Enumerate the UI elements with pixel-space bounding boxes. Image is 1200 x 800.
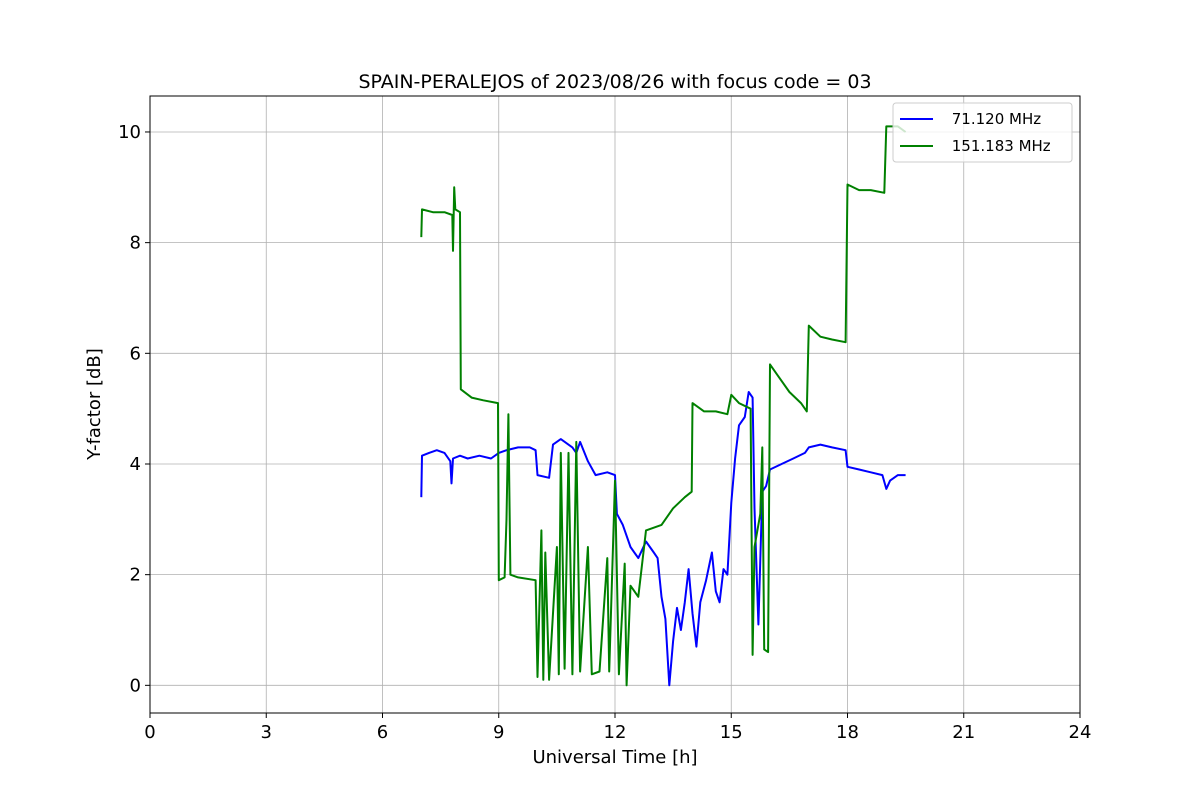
grid-lines [149,96,1081,713]
legend-label-71mhz: 71.120 MHz [947,110,1041,128]
y-tick-label: 2 [130,565,141,586]
legend: 71.120 MHz 151.183 MHz [892,102,1073,163]
y-tick-label: 6 [130,343,141,364]
x-tick-label: 0 [144,722,155,743]
x-tick-label: 18 [836,722,859,743]
x-tick-label: 24 [1069,722,1092,743]
y-tick-label: 8 [130,233,141,254]
series-line-0 [420,391,906,687]
chart-title: SPAIN-PERALEJOS of 2023/08/26 with focus… [358,71,871,93]
y-tick-label: 0 [130,675,141,696]
x-tick-label: 9 [493,722,504,743]
x-axis-label: Universal Time [h] [532,747,697,768]
x-tick-label: 6 [377,722,388,743]
x-tick-label: 15 [720,722,743,743]
x-tick-label: 12 [604,722,627,743]
y-tick-label: 4 [130,454,141,475]
series-layer [420,125,907,687]
series-line-1 [420,125,907,687]
legend-label-151mhz: 151.183 MHz [947,137,1051,155]
y-axis-label: Y-factor [dB] [84,348,105,461]
y-tick-label: 10 [118,122,141,143]
x-tick-label: 21 [952,722,975,743]
legend-box [892,102,1073,163]
x-tick-label: 3 [261,722,272,743]
